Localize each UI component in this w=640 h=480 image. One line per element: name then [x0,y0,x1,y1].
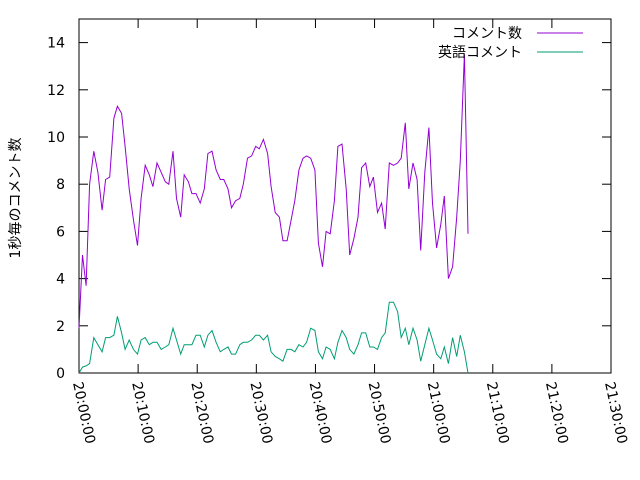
x-tick-label: 20:10:00 [128,381,157,446]
x-tick-label: 21:20:00 [542,381,571,446]
x-tick-label: 20:40:00 [306,381,335,446]
y-tick-label: 12 [47,83,65,99]
y-tick-label: 4 [56,272,65,288]
x-tick-label: 21:00:00 [424,381,453,446]
plot-frame [78,18,612,374]
x-tick-label: 20:20:00 [187,381,216,446]
series-line-1 [78,54,469,329]
y-tick-label: 14 [47,36,65,52]
series-line-2 [78,301,469,374]
y-tick-label: 2 [56,319,65,335]
legend-label-1: コメント数 [452,26,522,42]
x-tick-label: 20:00:00 [69,381,98,446]
y-tick-label: 6 [56,224,65,240]
axes: 0 2 4 6 8 10 12 14 20:00:00 20:10:00 20:20:00 20:30… [47,18,630,446]
y-tick-label: 10 [47,130,65,146]
x-tick-label: 20:50:00 [365,381,394,446]
y-tick-label: 8 [56,177,65,193]
x-tick-label: 21:10:00 [483,381,512,446]
y-tick-label: 0 [56,366,65,382]
legend-label-2: 英語コメント [438,44,522,61]
plot-series [78,54,469,374]
x-tick-label: 20:30:00 [246,381,275,446]
y-axis-label: 1秒毎のコメント数 [8,138,24,259]
x-tick-label: 21:30:00 [601,381,630,446]
